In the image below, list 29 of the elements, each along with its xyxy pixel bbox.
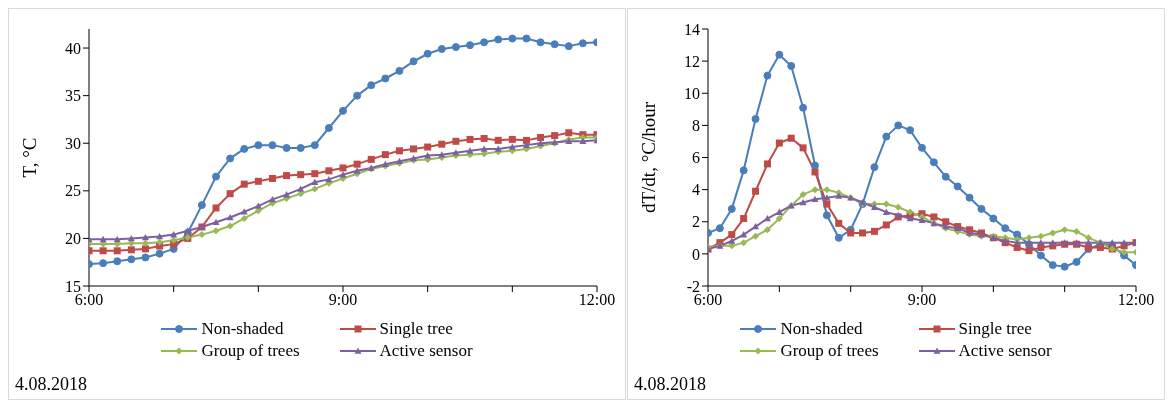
x-tick-label: 12:00	[578, 291, 616, 309]
legend-label: Active sensor	[379, 341, 473, 361]
y-tick-label: 30	[65, 134, 81, 152]
y-tick-label: 20	[65, 230, 81, 248]
x-tick-label: 12:00	[1117, 291, 1155, 309]
y-axis-title: dT/dt, °C/hour	[637, 101, 659, 214]
y-tick-label: 6	[692, 149, 700, 167]
legend-label: Group of trees	[201, 341, 300, 361]
legend-label: Group of trees	[780, 341, 879, 361]
y-tick-label: 0	[692, 245, 700, 263]
text: 4.08.2018	[634, 374, 706, 395]
y-tick-label: 4	[692, 181, 700, 199]
x-tick-label: 9:00	[907, 291, 937, 309]
x-tick-label: 9:00	[328, 291, 358, 309]
legend-label: Non-shaded	[201, 319, 284, 339]
legend-label: Single tree	[958, 319, 1032, 339]
y-tick-label: 2	[692, 213, 700, 231]
y-tick-label: 14	[684, 20, 700, 38]
y-tick-label: 40	[65, 39, 81, 57]
y-tick-label: 35	[65, 87, 81, 105]
y-tick-label: 25	[65, 182, 81, 200]
y-tick-label: 8	[692, 117, 700, 135]
legend-label: Single tree	[379, 319, 453, 339]
y-tick-label: 12	[684, 52, 700, 70]
y-tick-label: 10	[684, 84, 700, 102]
legend-label: Non-shaded	[780, 319, 863, 339]
y-axis-title: T, °C	[18, 137, 40, 178]
text: 4.08.2018	[15, 374, 87, 395]
legend-label: Active sensor	[958, 341, 1052, 361]
